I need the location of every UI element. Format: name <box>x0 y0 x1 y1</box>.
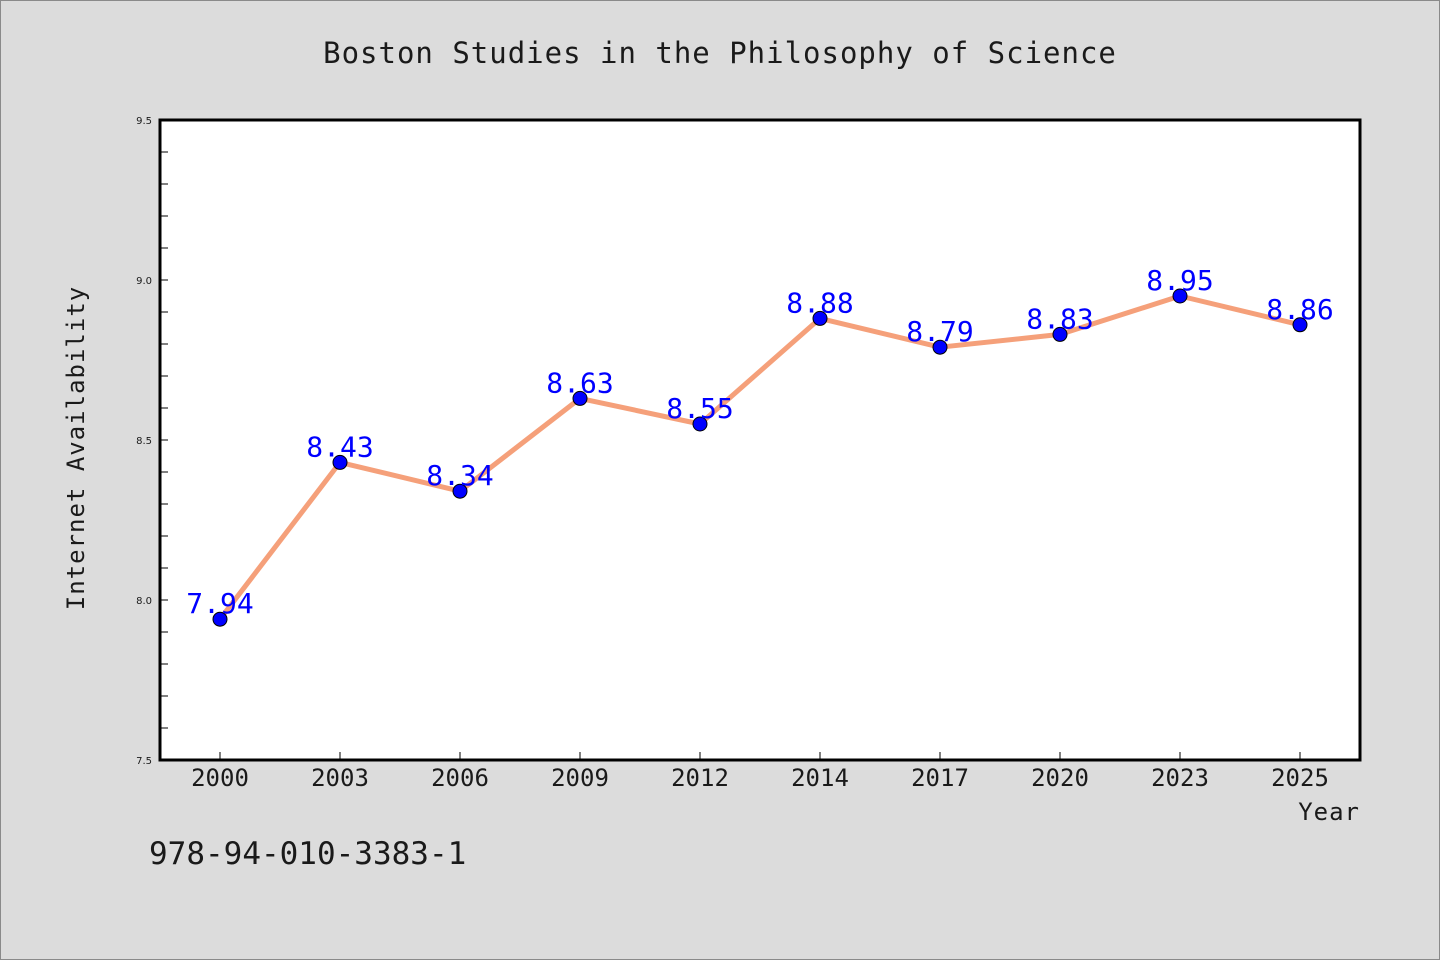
x-tick-label: 2012 <box>671 764 729 792</box>
data-point <box>1052 326 1068 342</box>
y-tick-label: 8.5 <box>136 436 152 447</box>
data-point <box>572 390 588 406</box>
y-axis: 7.5 8.0 8.5 9.0 9.5 <box>136 116 168 767</box>
y-tick-label: 7.5 <box>136 756 152 767</box>
data-point <box>1292 317 1308 333</box>
plot-area <box>158 118 1362 762</box>
data-label: 8.34 <box>426 459 493 492</box>
data-label: 8.43 <box>306 430 373 463</box>
series-line <box>218 293 1301 621</box>
x-tick-label: 2023 <box>1151 764 1209 792</box>
data-point <box>692 416 708 432</box>
data-point <box>932 339 948 355</box>
data-point <box>812 310 828 326</box>
data-label: 8.79 <box>906 315 973 348</box>
data-point <box>1172 288 1188 304</box>
data-label: 8.95 <box>1146 264 1213 297</box>
data-label: 8.55 <box>666 392 733 425</box>
isbn-text: 978-94-010-3383-1 <box>149 836 466 872</box>
series-markers <box>212 288 1308 627</box>
x-tick-label: 2009 <box>551 764 609 792</box>
x-axis-title: Year <box>1298 798 1360 826</box>
data-label: 8.83 <box>1026 302 1093 335</box>
data-label: 8.88 <box>786 286 853 319</box>
y-tick-label: 9.0 <box>136 276 152 287</box>
y-tick-label: 8.0 <box>136 596 152 607</box>
data-point <box>332 454 348 470</box>
x-tick-label: 2020 <box>1031 764 1089 792</box>
x-tick-label: 2006 <box>431 764 489 792</box>
data-point <box>212 611 228 627</box>
data-label: 7.94 <box>186 587 253 620</box>
chart-title: Boston Studies in the Philosophy of Scie… <box>323 36 1117 70</box>
x-tick-label: 2014 <box>791 764 849 792</box>
data-label: 8.86 <box>1266 293 1333 326</box>
x-tick-label: 2000 <box>191 764 249 792</box>
x-tick-label: 2003 <box>311 764 369 792</box>
x-axis: 2000 2003 2006 2009 2012 2014 2017 2020 2023 2025 <box>191 752 1329 792</box>
data-label: 8.63 <box>546 366 613 399</box>
data-labels: 7.94 8.43 8.34 8.63 8.55 8.88 8.79 8.83 8.95 8.86 <box>186 264 1333 620</box>
x-tick-label: 2017 <box>911 764 969 792</box>
x-tick-label: 2025 <box>1271 764 1329 792</box>
y-axis-title: Internet Availability <box>62 286 90 610</box>
data-point <box>452 483 468 499</box>
y-tick-label: 9.5 <box>136 116 152 127</box>
